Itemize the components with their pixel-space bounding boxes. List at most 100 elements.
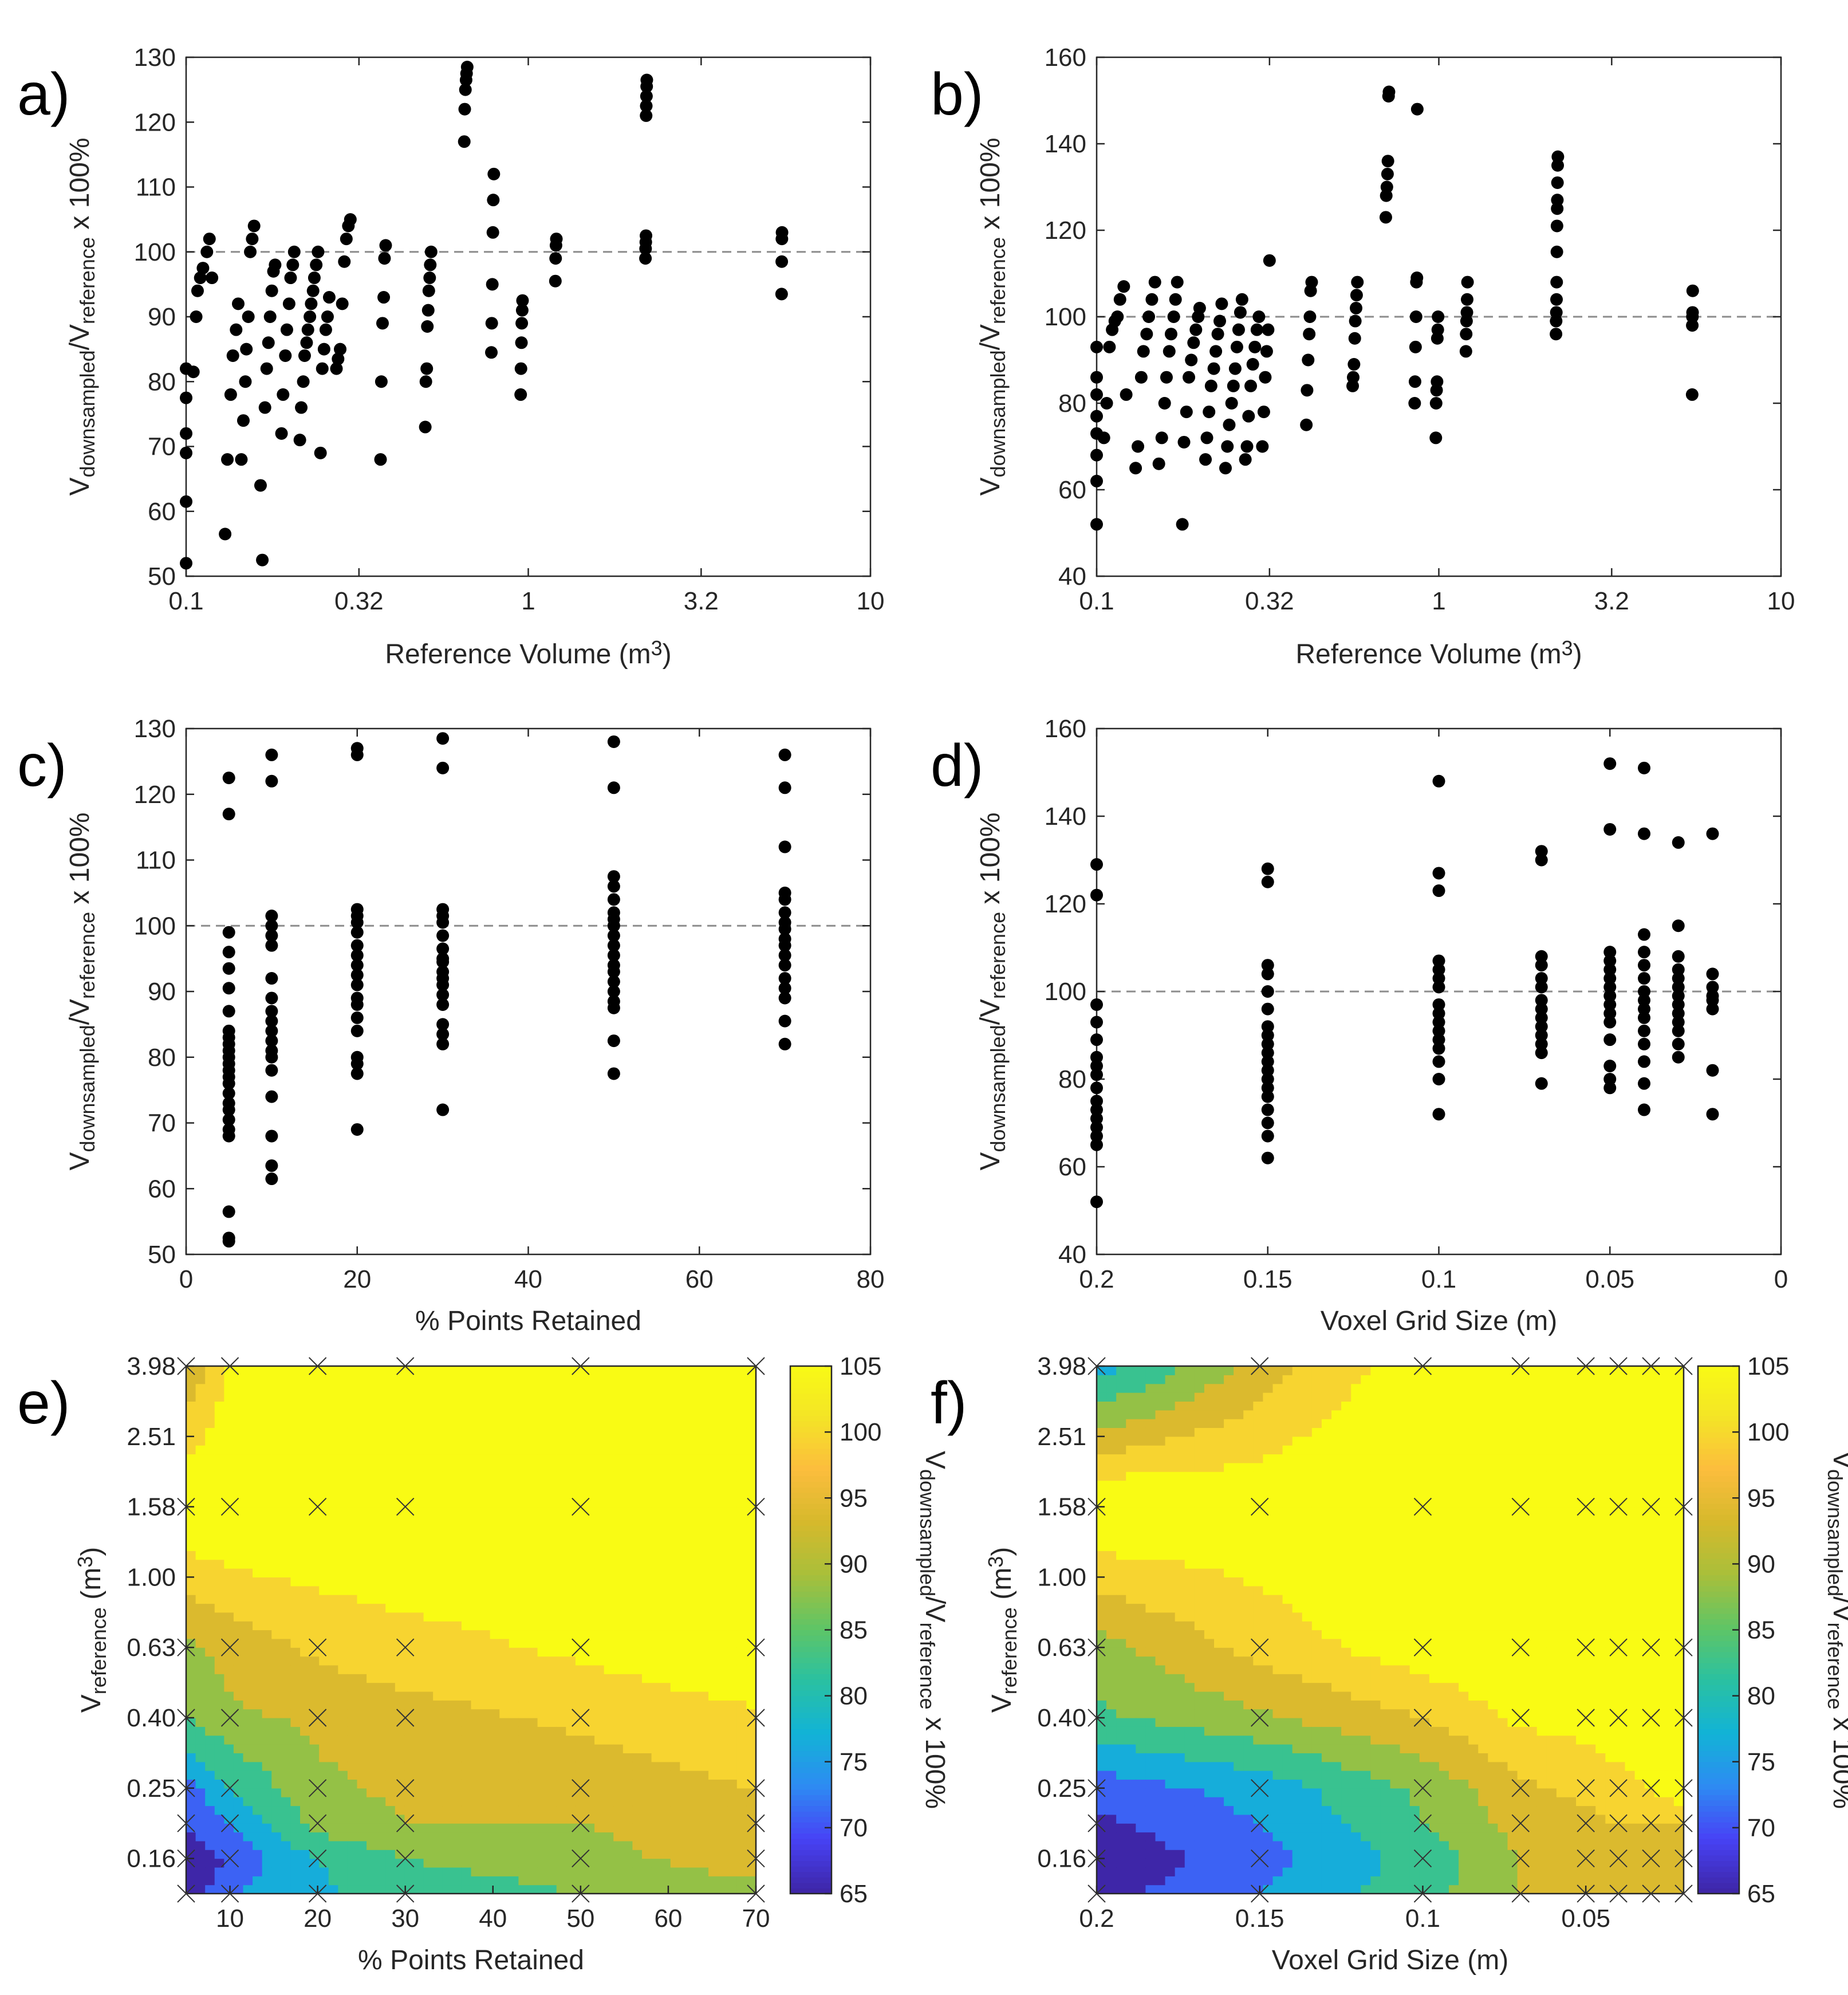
heatmap-cell: [300, 1867, 310, 1876]
heatmap-cell: [243, 1770, 253, 1780]
heatmap-cell: [309, 1726, 320, 1736]
heatmap-cell: [423, 1850, 434, 1859]
heatmap-cell: [642, 1621, 652, 1631]
heatmap-cell: [395, 1375, 405, 1384]
heatmap-cell: [566, 1884, 576, 1894]
heatmap-cell: [736, 1867, 747, 1876]
heatmap-cell: [385, 1419, 396, 1429]
heatmap-cell: [1136, 1709, 1146, 1718]
heatmap-cell: [651, 1726, 661, 1736]
heatmap-cell: [300, 1761, 310, 1771]
heatmap-cell: [233, 1559, 244, 1569]
heatmap-cell: [651, 1867, 661, 1876]
heatmap-cell: [1145, 1726, 1156, 1736]
heatmap-cell: [461, 1375, 472, 1384]
heatmap-cell: [433, 1559, 443, 1569]
heatmap-cell: [604, 1797, 614, 1807]
data-point: [1603, 998, 1617, 1011]
heatmap-cell: [661, 1823, 671, 1833]
heatmap-cell: [433, 1788, 443, 1797]
sample-marker: [572, 1779, 590, 1797]
heatmap-cell: [300, 1568, 310, 1577]
heatmap-cell: [575, 1383, 586, 1393]
heatmap-cell: [471, 1744, 481, 1753]
heatmap-cell: [442, 1559, 452, 1569]
sample-marker: [396, 1849, 415, 1868]
heatmap-cell: [661, 1761, 671, 1771]
heatmap-cell: [1136, 1691, 1146, 1701]
heatmap-cell: [309, 1375, 320, 1384]
heatmap-cell: [253, 1480, 263, 1490]
heatmap-cell: [309, 1691, 320, 1701]
colorbar-segment: [790, 1767, 832, 1773]
heatmap-cell: [461, 1383, 472, 1393]
heatmap-cell: [480, 1559, 491, 1569]
heatmap-cell: [1175, 1858, 1185, 1868]
heatmap-cell: [1116, 1850, 1126, 1859]
data-point: [1638, 1037, 1650, 1050]
heatmap-cell: [661, 1797, 671, 1807]
heatmap-cell: [1136, 1779, 1146, 1789]
heatmap-cell: [224, 1445, 234, 1455]
heatmap-cell: [385, 1832, 396, 1841]
heatmap-cell: [253, 1462, 263, 1472]
heatmap-cell: [367, 1480, 377, 1490]
colorbar-segment: [790, 1685, 832, 1691]
heatmap-cell: [499, 1568, 510, 1577]
heatmap-cell: [338, 1515, 348, 1525]
heatmap-cell: [452, 1524, 462, 1534]
heatmap-cell: [300, 1726, 310, 1736]
heatmap-cell: [1165, 1559, 1176, 1569]
heatmap-cell: [195, 1445, 206, 1455]
heatmap-cell: [233, 1480, 244, 1490]
heatmap-cell: [328, 1612, 338, 1622]
heatmap-cell: [1155, 1445, 1166, 1455]
heatmap-cell: [290, 1876, 301, 1886]
heatmap-cell: [1136, 1621, 1146, 1631]
heatmap-cell: [253, 1884, 263, 1894]
data-point: [1603, 1073, 1617, 1085]
heatmap-cell: [746, 1427, 756, 1437]
heatmap-cell: [518, 1779, 529, 1789]
y-tick-label: 60: [148, 1175, 176, 1203]
heatmap-cell: [1106, 1480, 1117, 1490]
heatmap-cell: [736, 1735, 747, 1745]
heatmap-cell: [680, 1814, 690, 1824]
y-tick-label: 120: [1045, 890, 1086, 918]
heatmap-cell: [490, 1656, 500, 1666]
heatmap-cell: [367, 1471, 377, 1481]
heatmap-cell: [613, 1665, 624, 1674]
heatmap-cell: [442, 1753, 452, 1762]
heatmap-cell: [271, 1867, 282, 1876]
scatter-points: [1090, 85, 1699, 531]
heatmap-cell: [433, 1858, 443, 1868]
heatmap-cell: [243, 1691, 253, 1701]
heatmap-cell: [1116, 1498, 1126, 1508]
heatmap-cell: [357, 1735, 367, 1745]
heatmap-cell: [1116, 1638, 1126, 1648]
heatmap-cell: [262, 1542, 272, 1551]
heatmap-cell: [689, 1551, 700, 1560]
heatmap-cell: [414, 1850, 424, 1859]
data-point: [1260, 345, 1273, 358]
heatmap-cell: [442, 1506, 452, 1516]
heatmap-cell: [613, 1436, 624, 1446]
heatmap-cell: [1116, 1445, 1126, 1455]
heatmap-cell: [490, 1840, 500, 1850]
heatmap-cell: [452, 1665, 462, 1674]
heatmap-cell: [300, 1682, 310, 1692]
data-point: [424, 245, 438, 258]
heatmap-cell: [585, 1454, 595, 1463]
heatmap-cell: [195, 1647, 206, 1657]
heatmap-cell: [718, 1454, 728, 1463]
heatmap-cell: [423, 1682, 434, 1692]
heatmap-cell: [290, 1436, 301, 1446]
heatmap-cell: [186, 1805, 196, 1815]
heatmap-cell: [490, 1709, 500, 1718]
heatmap-cell: [1106, 1674, 1117, 1683]
heatmap-cell: [1155, 1612, 1166, 1622]
heatmap-cell: [1145, 1876, 1156, 1886]
heatmap-cell: [233, 1638, 244, 1648]
data-point: [240, 343, 253, 356]
heatmap-cell: [1106, 1445, 1117, 1455]
